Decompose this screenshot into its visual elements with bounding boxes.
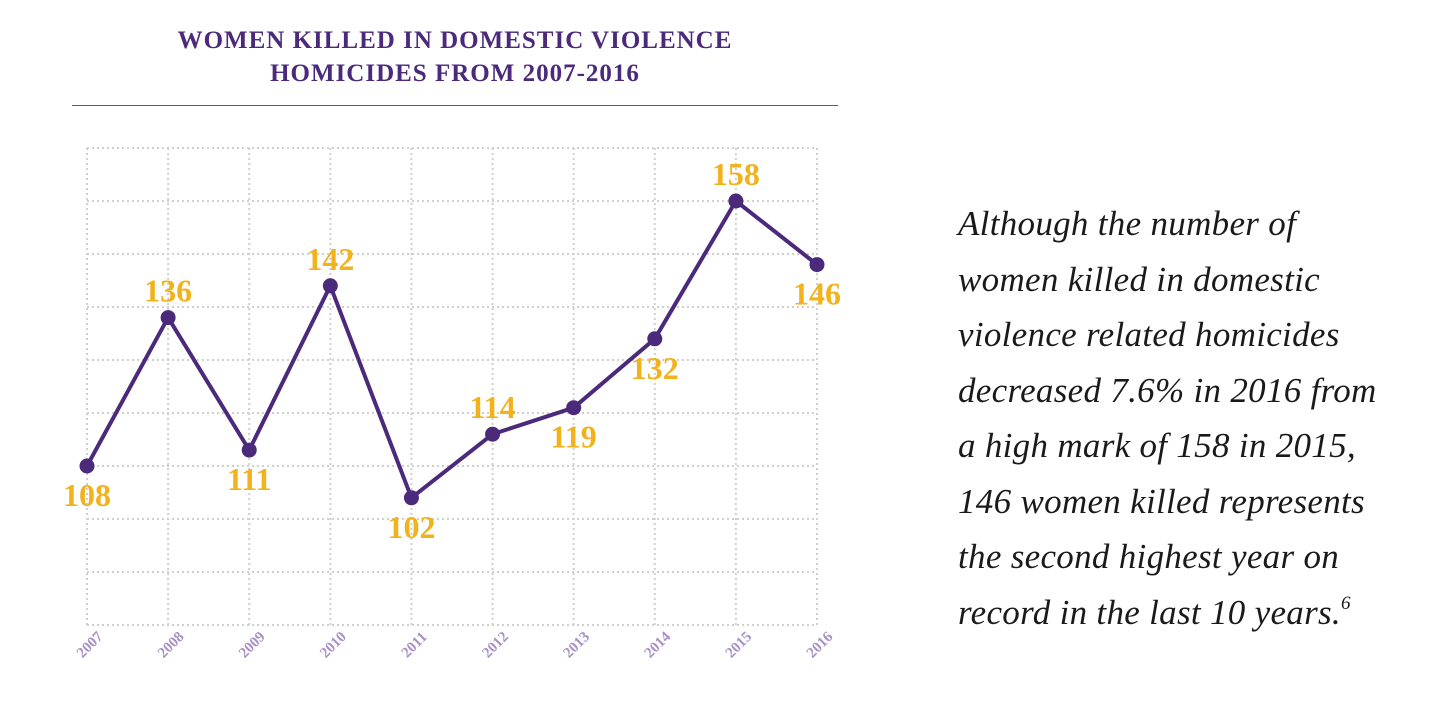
summary-line-1: Although the number of	[958, 204, 1297, 243]
summary-line-8-text: record in the last 10 years.	[958, 592, 1341, 632]
chart-title-line-1: WOMEN KILLED IN DOMESTIC VIOLENCE	[177, 27, 733, 54]
data-label-2012: 114	[469, 389, 515, 425]
tick-label-2012: 2012	[479, 629, 512, 662]
data-point-2010	[322, 278, 338, 294]
tick-label-2009: 2009	[236, 629, 269, 662]
summary-line-6: 146 women killed represents	[958, 481, 1365, 521]
summary-line-2: women killed in domestic	[958, 259, 1320, 299]
data-label-2015: 158	[712, 156, 760, 192]
tick-label-2013: 2013	[561, 629, 594, 662]
tick-label-2011: 2011	[399, 629, 431, 661]
tick-label-2008: 2008	[155, 629, 188, 662]
data-label-2010: 142	[306, 241, 354, 277]
data-label-2008: 136	[144, 273, 192, 309]
tick-label-2014: 2014	[642, 629, 675, 662]
summary-line-3: violence related homicides	[958, 315, 1340, 354]
data-point-2013	[566, 400, 582, 416]
series-line	[85, 199, 819, 500]
data-point-2015	[728, 193, 744, 209]
data-label-2011: 102	[387, 509, 435, 545]
data-point-2008	[160, 310, 176, 326]
chart-series	[79, 193, 825, 506]
chart-x-axis: 2007 2008 2009 2010 2011 2012 2013 2014 2015 2016	[74, 629, 837, 662]
chart-title-line-2: HOMICIDES FROM 2007-2016	[270, 60, 640, 87]
summary-line-4: decreased 7.6% in 2016 from	[958, 370, 1377, 410]
data-point-2016	[809, 257, 825, 273]
data-label-2007: 108	[63, 477, 111, 513]
data-point-2011	[403, 490, 419, 506]
data-label-2009: 111	[227, 461, 271, 497]
data-label-2013: 119	[551, 419, 597, 455]
summary-line-7: the second highest year on	[958, 537, 1340, 576]
footnote-marker: 6	[1340, 592, 1351, 614]
data-label-2016: 146	[793, 276, 841, 312]
data-label-2014: 132	[631, 350, 679, 386]
tick-label-2015: 2015	[723, 629, 756, 662]
chart-title: WOMEN KILLED IN DOMESTIC VIOLENCE HOMICI…	[72, 24, 838, 90]
summary-line-5: a high mark of 158 in 2015,	[958, 426, 1356, 465]
tick-label-2010: 2010	[317, 629, 350, 662]
data-point-2014	[647, 331, 663, 347]
title-divider	[72, 105, 838, 106]
summary-paragraph: Although the number of women killed in d…	[958, 196, 1428, 640]
chart-data-labels: 108 136 111 142 102 114 119 132 158 146	[63, 156, 841, 545]
tick-label-2007: 2007	[74, 629, 107, 662]
tick-label-2016: 2016	[804, 629, 837, 662]
data-point-2012	[485, 426, 501, 442]
summary-line-8: record in the last 10 years.6	[958, 585, 1428, 641]
data-point-2007	[79, 458, 95, 474]
data-point-2009	[241, 442, 257, 458]
chart-grid	[86, 147, 818, 626]
